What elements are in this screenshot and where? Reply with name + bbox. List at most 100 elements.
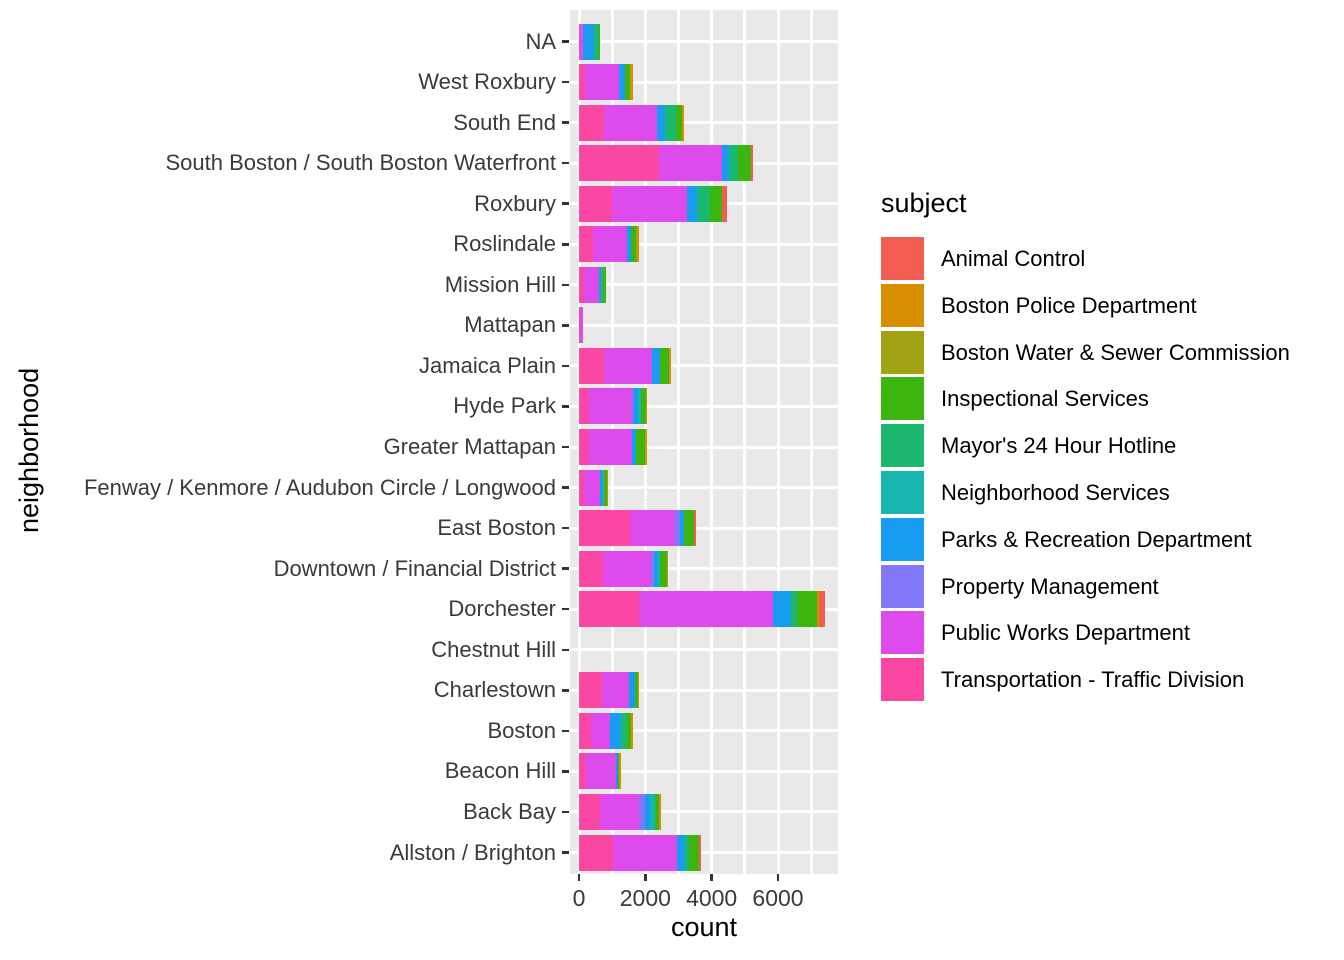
y-axis-tick: [562, 648, 569, 651]
grid-line-horizontal: [570, 729, 838, 733]
legend-label: Property Management: [941, 573, 1159, 599]
legend-item: Boston Police Department: [881, 283, 1311, 327]
y-axis-tick: [562, 607, 569, 611]
bar-segment: [610, 712, 622, 749]
bar-segment: [635, 226, 638, 263]
y-tick-label: South End: [453, 109, 556, 135]
bar-segment: [579, 307, 580, 344]
legend-swatch: [881, 424, 924, 468]
bar-segment: [631, 429, 637, 465]
legend-swatch: [881, 283, 924, 327]
bar-segment: [588, 388, 634, 425]
y-tick-label: West Roxbury: [418, 69, 556, 95]
x-tick-label: 0: [572, 885, 586, 911]
legend-item: Boston Water & Sewer Commission: [881, 330, 1311, 374]
legend-item: Inspectional Services: [881, 377, 1311, 421]
bar-segment: [664, 104, 676, 141]
grid-line-vertical: [809, 10, 813, 874]
legend-items: Animal Control Boston Police Department Bo…: [881, 237, 1290, 705]
grid-line-horizontal: [570, 526, 838, 530]
y-tick-label: Mission Hill: [444, 271, 556, 297]
y-axis-tick: [562, 526, 569, 530]
bar-segment: [604, 347, 653, 384]
y-axis-tick: [562, 80, 569, 84]
bar-segment: [659, 550, 667, 587]
y-tick-label: South Boston / South Boston Waterfront: [165, 150, 556, 176]
y-tick-label: Downtown / Financial District: [273, 555, 556, 581]
bar-segment: [699, 834, 702, 871]
grid-line-vertical: [776, 10, 780, 874]
grid-line-vertical: [743, 10, 747, 874]
grid-line-vertical: [710, 10, 714, 874]
y-axis-tick: [562, 445, 569, 449]
legend: subject Animal Control Boston Police Depa…: [881, 188, 1290, 705]
bar-segment: [658, 145, 723, 182]
y-axis-tick: [562, 40, 569, 43]
bar-segment: [751, 145, 754, 182]
y-axis-tick: [562, 810, 569, 814]
y-tick-label: NA: [525, 28, 556, 54]
grid-line-horizontal: [570, 121, 838, 125]
bar-segment: [579, 104, 605, 141]
bar-segment: [599, 793, 640, 830]
bar-segment: [579, 712, 592, 749]
bar-segment: [582, 23, 594, 60]
x-axis-title: count: [670, 912, 738, 942]
bar-segment: [649, 793, 654, 830]
bar-segment: [583, 469, 600, 506]
bar-segment: [579, 23, 580, 60]
bar-segment: [630, 510, 676, 547]
bar-segment: [627, 712, 632, 749]
bar-segment: [606, 469, 608, 506]
bar-segment: [656, 104, 665, 141]
bar-segment: [603, 550, 651, 587]
grid-line-horizontal: [570, 323, 838, 327]
bar-segment: [645, 429, 647, 465]
bar-segment: [818, 591, 825, 628]
legend-label: Transportation - Traffic Division: [941, 667, 1245, 693]
legend-swatch: [881, 330, 924, 374]
legend-label: Boston Water & Sewer Commission: [941, 339, 1290, 365]
legend-label: Inspectional Services: [941, 386, 1149, 412]
x-axis-tick: [776, 874, 780, 881]
y-tick-label: Chestnut Hill: [431, 636, 556, 662]
bar-segment: [666, 550, 668, 587]
bar-segment: [680, 510, 685, 547]
bar-segment: [687, 185, 698, 222]
grid-line-vertical: [677, 10, 680, 874]
bar-segment: [579, 469, 584, 506]
bar-segment: [588, 429, 632, 465]
legend-item: Transportation - Traffic Division: [881, 658, 1311, 702]
y-tick-label: East Boston: [437, 515, 556, 541]
bar-segment: [584, 64, 620, 101]
bar-segment: [619, 64, 626, 101]
bar-segment: [729, 145, 739, 182]
bar-segment: [604, 104, 657, 141]
legend-swatch: [881, 471, 924, 514]
y-axis-tick: [562, 770, 569, 773]
bar-segment: [579, 834, 614, 871]
bar-segment: [579, 672, 602, 709]
bar-segment: [772, 591, 791, 628]
bar-segment: [579, 591, 640, 628]
bar-segment: [636, 429, 645, 465]
legend-label: Animal Control: [941, 246, 1086, 271]
bar-segment: [657, 550, 660, 587]
bar-segment: [602, 266, 606, 303]
bar-segment: [579, 307, 583, 344]
x-tick-label: 4000: [686, 885, 738, 911]
bar-segment: [599, 266, 602, 303]
legend-swatch: [881, 377, 924, 421]
bar-segment: [579, 23, 583, 60]
bar-segment: [689, 834, 700, 871]
grid-line-horizontal: [570, 486, 838, 490]
bar-segment: [697, 185, 710, 222]
bar-segment: [685, 834, 690, 871]
y-tick-label: Jamaica Plain: [419, 352, 556, 378]
bar-segment: [602, 469, 605, 506]
bar-segment: [599, 469, 603, 506]
bar-segment: [653, 793, 656, 830]
bar-segment: [675, 510, 681, 547]
x-axis-tick: [577, 874, 581, 881]
bar-segment: [579, 266, 584, 303]
